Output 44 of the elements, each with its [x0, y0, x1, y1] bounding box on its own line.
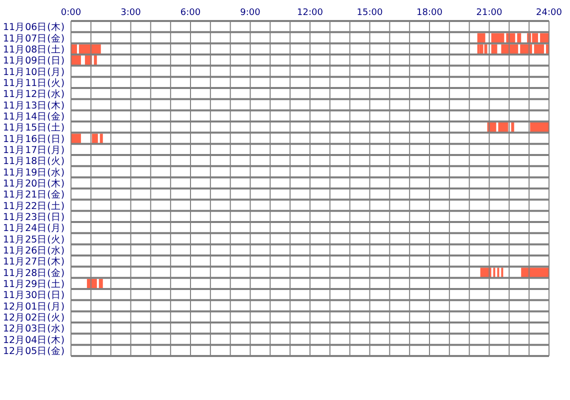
- y-tick-label: 12月01日(月): [3, 301, 65, 312]
- y-tick-label: 11月20日(木): [3, 177, 65, 190]
- y-tick-label: 11月28日(金): [3, 266, 65, 279]
- x-tick-label: 15:00: [356, 8, 383, 18]
- y-tick-label: 11月29日(土): [3, 278, 65, 290]
- y-tick-label: 11月15日(土): [3, 122, 65, 134]
- y-tick-label: 11月10日(月): [3, 66, 65, 78]
- y-tick-label: 11月18日(火): [3, 155, 65, 168]
- y-tick-label: 11月14日(金): [3, 110, 65, 122]
- y-tick-label: 11月07日(金): [3, 32, 65, 44]
- bar: [92, 134, 98, 144]
- y-tick-label: 12月04日(木): [3, 334, 65, 346]
- bar: [517, 33, 522, 44]
- y-tick-label: 12月03日(水): [3, 322, 65, 335]
- y-tick-label: 12月02日(火): [3, 311, 65, 324]
- x-tick-label: 6:00: [180, 8, 201, 18]
- y-tick-label: 11月24日(月): [3, 223, 65, 234]
- y-tick-label: 11月21日(金): [3, 188, 65, 201]
- y-tick-label: 11月22日(土): [3, 200, 65, 212]
- y-tick-label: 11月30日(日): [3, 290, 65, 302]
- y-tick-label: 11月19日(水): [3, 166, 65, 178]
- bar: [100, 134, 103, 144]
- y-tick-label: 11月06日(木): [3, 21, 65, 34]
- y-tick-label: 12月05日(金): [3, 344, 65, 357]
- bar: [477, 33, 486, 44]
- y-tick-label: 11月09日(日): [3, 56, 65, 67]
- y-tick-label: 11月27日(木): [3, 256, 65, 268]
- y-tick-label: 11月23日(日): [3, 212, 65, 223]
- x-tick-label: 12:00: [297, 8, 324, 18]
- y-tick-label: 11月25日(火): [3, 233, 65, 246]
- bar: [491, 33, 504, 44]
- x-tick-label: 18:00: [416, 8, 443, 18]
- y-tick-label: 11月16日(日): [3, 134, 65, 145]
- x-tick-label: 0:00: [60, 8, 82, 18]
- y-tick-label: 11月13日(木): [3, 99, 65, 112]
- x-tick-label: 3:00: [120, 8, 142, 18]
- y-tick-label: 11月17日(月): [3, 144, 65, 156]
- x-tick-label: 21:00: [476, 8, 502, 18]
- x-tick-label: 9:00: [240, 8, 261, 18]
- y-tick-label: 11月26日(水): [3, 244, 65, 256]
- y-tick-label: 11月11日(火): [3, 76, 65, 89]
- y-tick-label: 11月12日(水): [3, 88, 65, 100]
- x-tick-label: 24:00: [536, 8, 562, 18]
- y-tick-label: 11月08日(土): [3, 43, 65, 56]
